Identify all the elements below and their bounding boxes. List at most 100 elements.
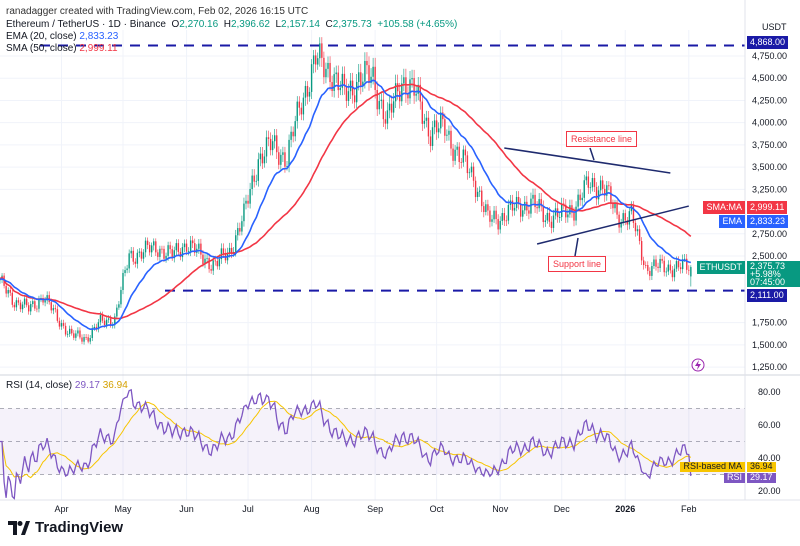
- symbol-name[interactable]: Ethereum / TetherUS · 1D · Binance: [6, 19, 166, 30]
- candle: [128, 253, 130, 269]
- candle: [114, 316, 116, 326]
- candle: [161, 248, 163, 250]
- support-label[interactable]: Support line: [548, 256, 607, 272]
- candle: [81, 337, 83, 342]
- candle: [52, 308, 54, 311]
- candle: [503, 213, 505, 221]
- rsi-legend[interactable]: RSI (14, close) 29.17 36.94: [6, 380, 128, 391]
- candle: [450, 130, 452, 149]
- lightning-glyph: [695, 360, 701, 370]
- candle: [462, 149, 464, 163]
- symbol-legend: Ethereum / TetherUS · 1D · Binance O2,27…: [6, 19, 457, 30]
- candle: [679, 267, 682, 270]
- candle: [390, 103, 393, 113]
- o-label: O: [171, 19, 180, 30]
- high-value: 2,396.62: [230, 19, 270, 30]
- rsi-band: [0, 408, 745, 475]
- candle: [200, 243, 202, 255]
- candle: [134, 261, 136, 264]
- candle: [120, 290, 122, 305]
- candle: [329, 62, 331, 83]
- candle: [146, 240, 149, 245]
- candle: [302, 97, 305, 115]
- support-trendline[interactable]: [536, 205, 689, 245]
- currency-label[interactable]: USDT: [762, 22, 787, 32]
- candle: [552, 215, 555, 228]
- candle: [470, 166, 473, 173]
- candle: [485, 204, 487, 213]
- candle: [655, 259, 657, 267]
- rsi-ma-tag-label: RSI-based MA: [680, 462, 745, 472]
- candle: [276, 135, 278, 153]
- candle: [286, 166, 288, 167]
- candle: [235, 235, 237, 252]
- candle: [204, 258, 206, 265]
- candle: [671, 270, 674, 278]
- price-tick: 1,750.00: [752, 318, 787, 328]
- h-label: H: [223, 19, 231, 30]
- candle: [681, 259, 684, 270]
- candle: [366, 60, 368, 66]
- candle: [300, 107, 303, 115]
- candle: [110, 318, 112, 326]
- ema-legend[interactable]: EMA (20, close) 2,833.23: [6, 31, 118, 42]
- candle: [423, 120, 426, 124]
- tradingview-logo[interactable]: TradingView: [8, 519, 123, 536]
- candle: [491, 219, 493, 222]
- ema-tag-label: EMA: [719, 215, 745, 228]
- candle: [624, 213, 626, 221]
- candle: [85, 337, 87, 338]
- candle: [228, 247, 231, 253]
- candle: [144, 240, 147, 253]
- candle: [138, 251, 141, 253]
- candle: [89, 338, 91, 342]
- rsi-tick: 60.00: [758, 420, 781, 430]
- resistance-trendline[interactable]: [504, 147, 671, 174]
- ema-legend-label: EMA (20, close): [6, 31, 77, 42]
- sma-legend[interactable]: SMA (50, close) 2,999.11: [6, 43, 118, 54]
- candle: [452, 148, 454, 161]
- candle: [374, 66, 376, 90]
- candle: [118, 304, 120, 308]
- resistance-label[interactable]: Resistance line: [566, 131, 638, 147]
- price-tick: 1,500.00: [752, 340, 787, 350]
- candle: [265, 137, 268, 157]
- candle: [577, 194, 579, 207]
- candle: [317, 58, 319, 65]
- candle: [495, 210, 497, 220]
- candle: [567, 214, 569, 218]
- candle: [183, 243, 186, 248]
- candle: [208, 257, 210, 270]
- last-change: +5.98%: [750, 269, 781, 279]
- candle: [202, 254, 204, 265]
- candle: [171, 249, 173, 259]
- candle: [169, 245, 171, 250]
- candle: [585, 176, 587, 181]
- candle: [237, 228, 239, 236]
- candle: [526, 201, 528, 211]
- candle: [56, 309, 59, 321]
- rsi-tick: 40.00: [758, 453, 781, 463]
- ema-line: [0, 79, 691, 331]
- candle: [15, 300, 18, 308]
- candle: [222, 248, 225, 254]
- candle: [93, 326, 95, 329]
- candle: [23, 298, 26, 305]
- last-price-tag: 2,375.73 +5.98% 07:45:00: [747, 261, 800, 287]
- candle: [216, 260, 218, 267]
- candle: [239, 228, 241, 232]
- time-tick: Feb: [681, 504, 697, 514]
- candle: [634, 222, 637, 232]
- candle: [520, 204, 522, 217]
- candle: [517, 196, 520, 205]
- candle: [292, 131, 294, 137]
- time-tick: Apr: [54, 504, 68, 514]
- candle: [13, 304, 16, 308]
- candle: [409, 79, 411, 99]
- time-tick: Dec: [554, 504, 571, 514]
- candle: [665, 271, 667, 273]
- candle: [460, 162, 462, 163]
- candle: [19, 302, 22, 310]
